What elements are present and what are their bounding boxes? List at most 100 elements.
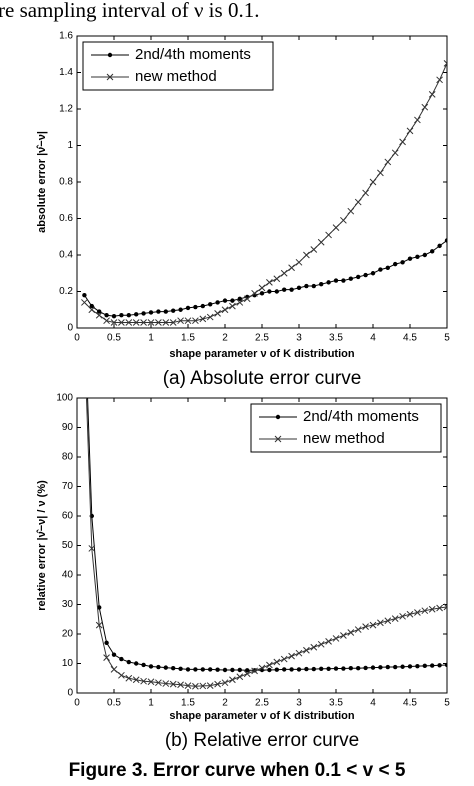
marker-x	[258, 284, 266, 292]
marker-x	[399, 612, 406, 620]
marker-dot	[89, 303, 95, 309]
marker-dot	[326, 666, 331, 672]
marker-dot	[415, 254, 420, 260]
marker-x	[169, 680, 177, 688]
marker-x	[340, 632, 347, 639]
marker-x	[125, 319, 133, 326]
marker-dot	[422, 663, 427, 669]
y-tick-label: 50	[62, 540, 74, 551]
marker-dot	[304, 666, 309, 672]
marker-x	[421, 103, 429, 111]
marker-x	[354, 198, 362, 206]
marker-dot	[319, 282, 324, 287]
marker-dot	[200, 667, 205, 672]
legend-label: new method	[303, 430, 385, 447]
marker-dot	[134, 661, 139, 666]
marker-dot	[415, 663, 420, 669]
marker-x	[177, 317, 184, 325]
marker-dot	[111, 313, 117, 319]
marker-dot	[282, 667, 287, 672]
marker-x	[414, 116, 421, 124]
y-tick-label: 70	[62, 481, 74, 492]
x-tick-label: 1.5	[181, 333, 195, 344]
marker-dot	[82, 292, 87, 298]
legend-label: 2nd/4th moments	[303, 408, 419, 425]
marker-x	[221, 306, 229, 314]
y-tick-label: 1.4	[59, 67, 73, 78]
marker-x	[251, 667, 258, 675]
y-tick-label: 90	[62, 422, 74, 433]
marker-dot	[107, 52, 113, 58]
marker-x	[443, 603, 447, 611]
marker-x	[377, 169, 384, 177]
x-tick-label: 0.5	[107, 333, 121, 344]
marker-dot	[267, 667, 272, 673]
marker-x	[88, 545, 96, 552]
marker-dot	[148, 664, 154, 669]
marker-x	[199, 682, 207, 690]
marker-dot	[282, 287, 287, 292]
marker-x	[332, 224, 340, 231]
marker-dot	[422, 252, 427, 258]
x-tick-label: 4	[370, 698, 376, 709]
marker-dot	[141, 662, 146, 668]
chart-caption: (b) Relative error curve	[165, 730, 359, 751]
marker-dot	[356, 666, 361, 671]
marker-x	[110, 666, 118, 673]
marker-x	[362, 189, 369, 197]
y-tick-label: 10	[62, 658, 74, 669]
marker-dot	[393, 261, 398, 267]
marker-dot	[163, 309, 168, 314]
marker-dot	[163, 665, 168, 670]
marker-x	[147, 319, 155, 326]
chart-caption: (a) Absolute error curve	[163, 368, 362, 389]
marker-x	[199, 315, 207, 323]
marker-dot	[363, 272, 368, 278]
marker-x	[95, 311, 103, 319]
marker-x	[384, 617, 392, 625]
marker-dot	[104, 640, 109, 646]
marker-dot	[185, 305, 191, 311]
marker-dot	[193, 667, 198, 672]
marker-dot	[400, 664, 405, 669]
y-tick-label: 60	[62, 511, 74, 522]
marker-dot	[274, 667, 279, 672]
x-tick-label: 3	[296, 333, 302, 344]
marker-x	[295, 649, 303, 657]
plot-layer	[85, 398, 447, 690]
marker-x	[369, 621, 377, 629]
header-text: re sampling interval of ν is 0.1.	[0, 0, 259, 22]
marker-dot	[126, 313, 131, 318]
x-tick-label: 2.5	[255, 698, 269, 709]
marker-x	[325, 638, 332, 645]
marker-x	[288, 652, 295, 660]
marker-dot	[222, 667, 228, 673]
marker-x	[340, 216, 347, 224]
marker-dot	[430, 249, 435, 254]
marker-dot	[119, 313, 124, 318]
marker-x	[251, 289, 258, 297]
y-tick-label: 1.6	[59, 31, 73, 42]
marker-x	[303, 251, 310, 259]
marker-x	[118, 319, 125, 326]
y-tick-label: 20	[62, 629, 74, 640]
marker-x	[436, 604, 443, 612]
x-tick-label: 4.5	[403, 698, 417, 709]
marker-x	[214, 310, 221, 317]
marker-x	[110, 319, 118, 326]
marker-dot	[370, 271, 376, 276]
marker-dot	[444, 662, 447, 668]
y-axis-label: relative error |ν̂−ν| / ν (%)	[36, 480, 48, 611]
marker-dot	[259, 291, 265, 296]
y-axis-label: absolute error |ν̂−ν|	[36, 131, 48, 233]
marker-x	[169, 319, 177, 326]
marker-x	[310, 246, 318, 253]
marker-dot	[134, 312, 139, 317]
marker-dot	[156, 664, 161, 670]
marker-x	[325, 231, 332, 239]
marker-dot	[208, 302, 213, 307]
y-tick-label: 1.2	[59, 104, 73, 115]
marker-dot	[289, 667, 294, 672]
marker-x	[310, 643, 318, 651]
